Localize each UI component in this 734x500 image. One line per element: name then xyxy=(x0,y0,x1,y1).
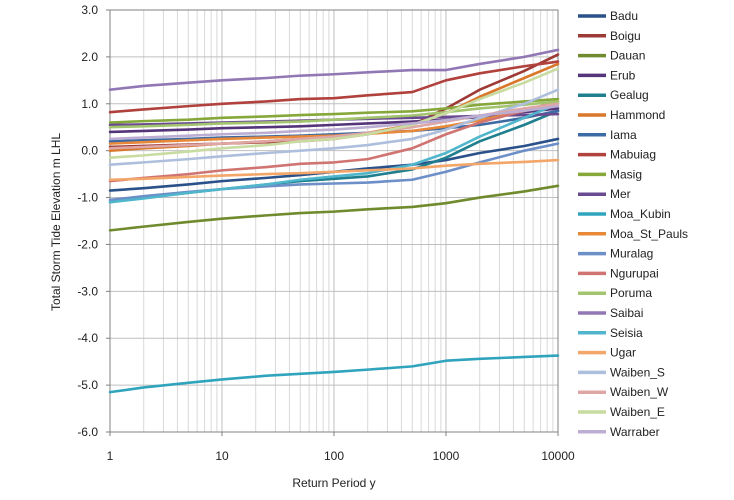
legend-label: Poruma xyxy=(610,286,652,300)
series-line-warraber xyxy=(108,104,560,141)
series-line-ugar xyxy=(108,158,560,182)
x-tick-label: 1000 xyxy=(433,449,460,463)
legend: Badu Boigu Dauan Erub Gealug Hammond Iama Mabui… xyxy=(578,9,688,439)
y-tick-label: 3.0 xyxy=(81,3,98,17)
legend-label: Masig xyxy=(610,167,642,181)
series-lines xyxy=(108,48,560,394)
legend-label: Erub xyxy=(610,68,636,82)
series-line-dauan xyxy=(108,184,560,232)
legend-label: Ngurupai xyxy=(610,266,659,280)
y-tick-label: -4.0 xyxy=(77,331,98,345)
series-line-iama xyxy=(108,109,560,143)
series-line-ngurupai xyxy=(108,100,560,183)
series-line-waiben-s xyxy=(108,88,560,167)
legend-label: Mer xyxy=(610,187,631,201)
series-line-mabuiag xyxy=(108,60,560,114)
x-tick-label: 10000 xyxy=(541,449,575,463)
x-tick-label: 1 xyxy=(107,449,114,463)
axes: 3.0 2.0 1.0 0.0 -1.0 -2.0 -3.0 -4.0 -5.0 -6.0 1 10 1… xyxy=(77,3,575,463)
series-line-waiben-e xyxy=(108,67,560,159)
legend-label: Dauan xyxy=(610,49,645,63)
x-tick-label: 10 xyxy=(215,449,229,463)
legend-label: Moa_St_Pauls xyxy=(610,227,688,241)
legend-label: Moa_Kubin xyxy=(610,207,671,221)
series-line-saibai xyxy=(108,48,560,92)
legend-label: Mabuiag xyxy=(610,148,656,162)
legend-label: Waiben_E xyxy=(610,405,665,419)
legend-label: Gealug xyxy=(610,88,649,102)
y-tick-label: 1.0 xyxy=(81,97,98,111)
legend-label: Badu xyxy=(610,9,638,23)
y-tick-label: -1.0 xyxy=(77,191,98,205)
y-tick-label: -6.0 xyxy=(77,425,98,439)
y-axis-title: Total Storm Tide Elevation m LHL xyxy=(49,133,63,311)
y-tick-label: 0.0 xyxy=(81,144,98,158)
legend-label: Ugar xyxy=(610,346,636,360)
legend-label: Warraber xyxy=(610,425,660,439)
series-line-masig xyxy=(108,97,560,124)
legend-label: Waiben_W xyxy=(610,385,669,399)
series-line-poruma xyxy=(108,100,560,129)
x-axis-title: Return Period y xyxy=(292,476,375,490)
legend-label: Saibai xyxy=(610,306,643,320)
x-tick-label: 100 xyxy=(324,449,344,463)
y-tick-label: 2.0 xyxy=(81,50,98,64)
series-line-moa-kubin xyxy=(108,354,560,394)
y-tick-label: -5.0 xyxy=(77,378,98,392)
legend-label: Iama xyxy=(610,128,637,142)
y-tick-label: -3.0 xyxy=(77,284,98,298)
legend-label: Seisia xyxy=(610,326,643,340)
series-line-seisia xyxy=(108,102,560,204)
legend-label: Waiben_S xyxy=(610,365,665,379)
legend-label: Muralag xyxy=(610,247,653,261)
legend-label: Boigu xyxy=(610,29,641,43)
legend-label: Hammond xyxy=(610,108,665,122)
y-tick-label: -2.0 xyxy=(77,237,98,251)
